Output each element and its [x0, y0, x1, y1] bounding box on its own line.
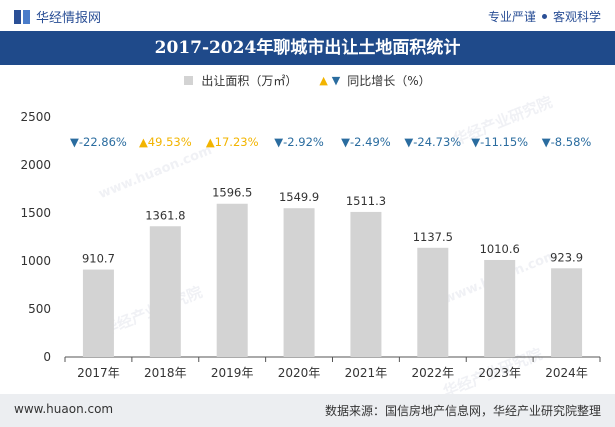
legend: 出让面积（万㎡） ▲ ▼ 同比增长（%） — [0, 72, 615, 89]
bar-chart: 0 500 1000 1500 2000 2500 910.7 2017年 ▼-22.86% 13… — [20, 110, 601, 380]
growth-label-up: ▲17.23% — [206, 135, 259, 149]
bar-value-label: 1511.3 — [346, 194, 386, 208]
brand[interactable]: 华经情报网 — [14, 7, 101, 26]
dot-separator-icon — [541, 14, 547, 19]
chart-title: 2017-2024年聊城市出让土地面积统计 — [154, 38, 461, 58]
bar-2019年 — [216, 203, 248, 357]
x-tick-label: 2021年 — [345, 366, 388, 380]
x-tick-label: 2022年 — [412, 366, 455, 380]
growth-label-down: ▼-11.15% — [471, 135, 528, 149]
growth-label-up: ▲49.53% — [139, 135, 192, 149]
bar-value-label: 1137.5 — [413, 230, 453, 244]
x-tick-label: 2018年 — [144, 366, 187, 380]
bar-value-label: 910.7 — [82, 252, 115, 266]
brand-logo-icon — [14, 9, 30, 24]
bar-value-label: 1361.8 — [145, 208, 185, 222]
bar-value-label: 1549.9 — [279, 190, 319, 204]
bar-2024年 — [551, 268, 583, 357]
tag-objective: 客观科学 — [552, 10, 601, 24]
legend-down-triangle-icon: ▼ — [331, 74, 341, 87]
tag-professional: 专业严谨 — [487, 10, 536, 24]
x-tick-label: 2020年 — [278, 366, 321, 380]
growth-label-down: ▼-22.86% — [70, 135, 127, 149]
x-tick-label: 2024年 — [545, 366, 588, 380]
legend-line-label: 同比增长（%） — [347, 74, 431, 88]
legend-bar-swatch-icon — [184, 76, 194, 85]
brand-name: 华经情报网 — [36, 11, 102, 26]
y-tick-label: 500 — [28, 302, 51, 316]
growth-label-down: ▼-2.92% — [274, 135, 324, 149]
footer: www.huaon.com 数据来源：国信房地产信息网，华经产业研究院整理 — [0, 394, 615, 427]
x-tick-label: 2019年 — [211, 366, 254, 380]
growth-label-down: ▼-24.73% — [404, 135, 461, 149]
growth-label-down: ▼-8.58% — [542, 135, 592, 149]
brand-tags: 专业严谨 客观科学 — [488, 8, 601, 25]
growth-label-down: ▼-2.49% — [341, 135, 391, 149]
y-tick-label: 2000 — [20, 158, 51, 172]
footer-source: 数据来源：国信房地产信息网，华经产业研究院整理 — [324, 404, 601, 418]
bar-2017年 — [82, 269, 114, 357]
bar-2022年 — [417, 247, 449, 357]
legend-up-triangle-icon: ▲ — [319, 74, 328, 87]
bar-value-label: 1010.6 — [480, 242, 520, 256]
y-tick-label: 1000 — [20, 254, 51, 268]
y-tick-label: 0 — [43, 350, 51, 364]
x-tick-label: 2023年 — [478, 366, 521, 380]
bar-value-label: 1596.5 — [212, 186, 252, 200]
top-bar: 华经情报网 专业严谨 客观科学 — [0, 0, 615, 30]
bar-2021年 — [350, 211, 382, 357]
bar-2018年 — [149, 226, 181, 357]
bar-2023年 — [484, 259, 516, 357]
bar-value-label: 923.9 — [550, 250, 583, 264]
bar-2020年 — [283, 208, 315, 357]
y-tick-label: 1500 — [20, 206, 51, 220]
x-tick-label: 2017年 — [77, 366, 120, 380]
legend-bar-label: 出让面积（万㎡） — [201, 74, 298, 88]
footer-site-link[interactable]: www.huaon.com — [14, 402, 114, 416]
title-bar: 2017-2024年聊城市出让土地面积统计 — [0, 31, 615, 65]
y-tick-label: 2500 — [20, 110, 51, 124]
